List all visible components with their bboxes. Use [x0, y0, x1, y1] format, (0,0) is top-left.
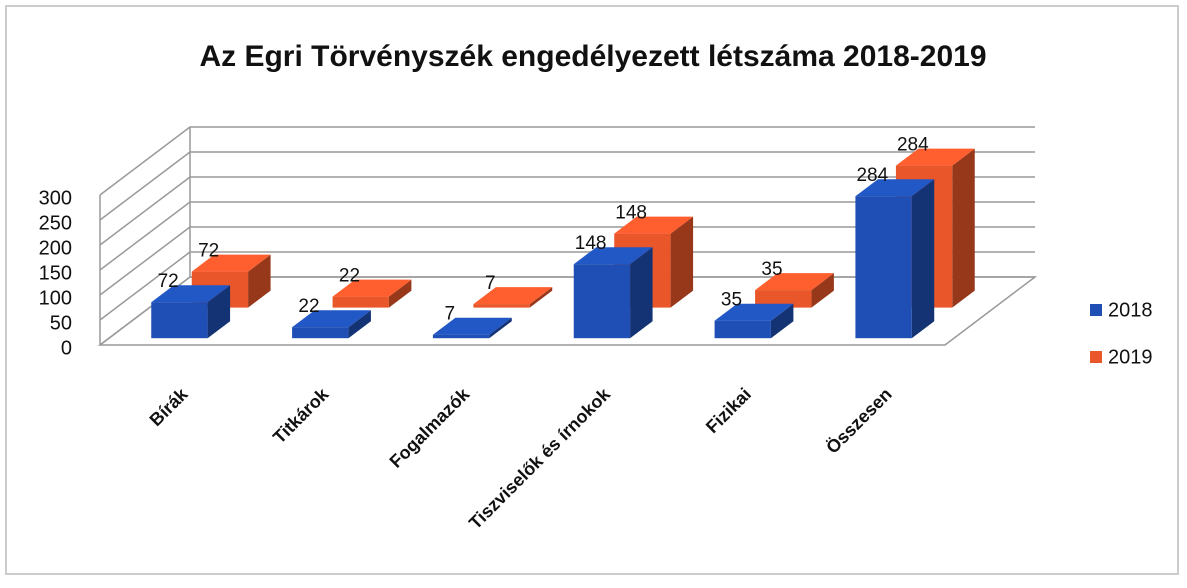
bar [714, 320, 771, 339]
grid-line [99, 251, 1035, 321]
legend-label: 2018 [1108, 299, 1153, 321]
bar-top [191, 254, 271, 272]
value-label: 35 [761, 259, 782, 280]
grid-line [99, 126, 1035, 196]
legend-swatch [1090, 351, 1102, 363]
bar-side [952, 148, 975, 308]
value-label: 284 [856, 165, 888, 186]
grid-line [99, 276, 1035, 346]
grid-line [99, 201, 1035, 271]
bar [755, 290, 812, 308]
chart-title: Az Egri Törvényszék engedélyezett létszá… [199, 40, 986, 73]
bar-side [911, 179, 935, 339]
bar-side [811, 273, 834, 308]
grid-line [99, 151, 1035, 221]
value-label: 22 [298, 296, 319, 317]
bar-top [473, 287, 553, 305]
y-tick-label: 250 [39, 212, 72, 234]
y-tick-label: 50 [50, 312, 72, 334]
bar-top [432, 317, 512, 335]
bar-side [207, 285, 231, 339]
bar-top [151, 285, 231, 303]
bar-side [348, 310, 371, 339]
bar-top [855, 179, 935, 197]
value-label: 148 [615, 203, 647, 224]
legend-label: 2019 [1108, 346, 1153, 368]
bar-top [573, 247, 653, 265]
value-label: 72 [198, 241, 219, 262]
bar-side [248, 254, 271, 308]
bar [432, 334, 490, 339]
grid-line [99, 226, 1035, 296]
bar [573, 264, 631, 339]
bar-top [895, 148, 975, 166]
bar-side [388, 279, 412, 308]
value-label: 7 [485, 273, 496, 294]
bar-top [755, 273, 834, 291]
value-label: 284 [897, 135, 929, 156]
legend-swatch [1090, 304, 1102, 316]
bar-top [714, 303, 794, 321]
value-label: 7 [445, 304, 456, 325]
bar-side [670, 216, 694, 308]
value-label: 72 [158, 271, 179, 292]
bar-top [292, 310, 371, 328]
y-tick-label: 150 [39, 262, 72, 284]
bar-side [529, 287, 553, 308]
value-label: 148 [575, 233, 607, 254]
value-label: 35 [721, 290, 742, 311]
y-tick-label: 0 [61, 337, 72, 359]
y-tick-label: 100 [39, 287, 72, 309]
bar [151, 302, 208, 339]
grid-line [99, 176, 1035, 246]
bar [855, 196, 912, 339]
bar [292, 327, 349, 339]
bar-top [614, 216, 694, 234]
bar-top [332, 279, 412, 297]
y-tick-label: 200 [39, 237, 72, 259]
bar-side [630, 247, 653, 339]
value-label: 22 [339, 266, 360, 287]
y-tick-label: 300 [39, 187, 72, 209]
bar [473, 304, 530, 308]
bar-side [770, 303, 794, 339]
bar [332, 296, 389, 308]
bar-side [489, 317, 512, 339]
